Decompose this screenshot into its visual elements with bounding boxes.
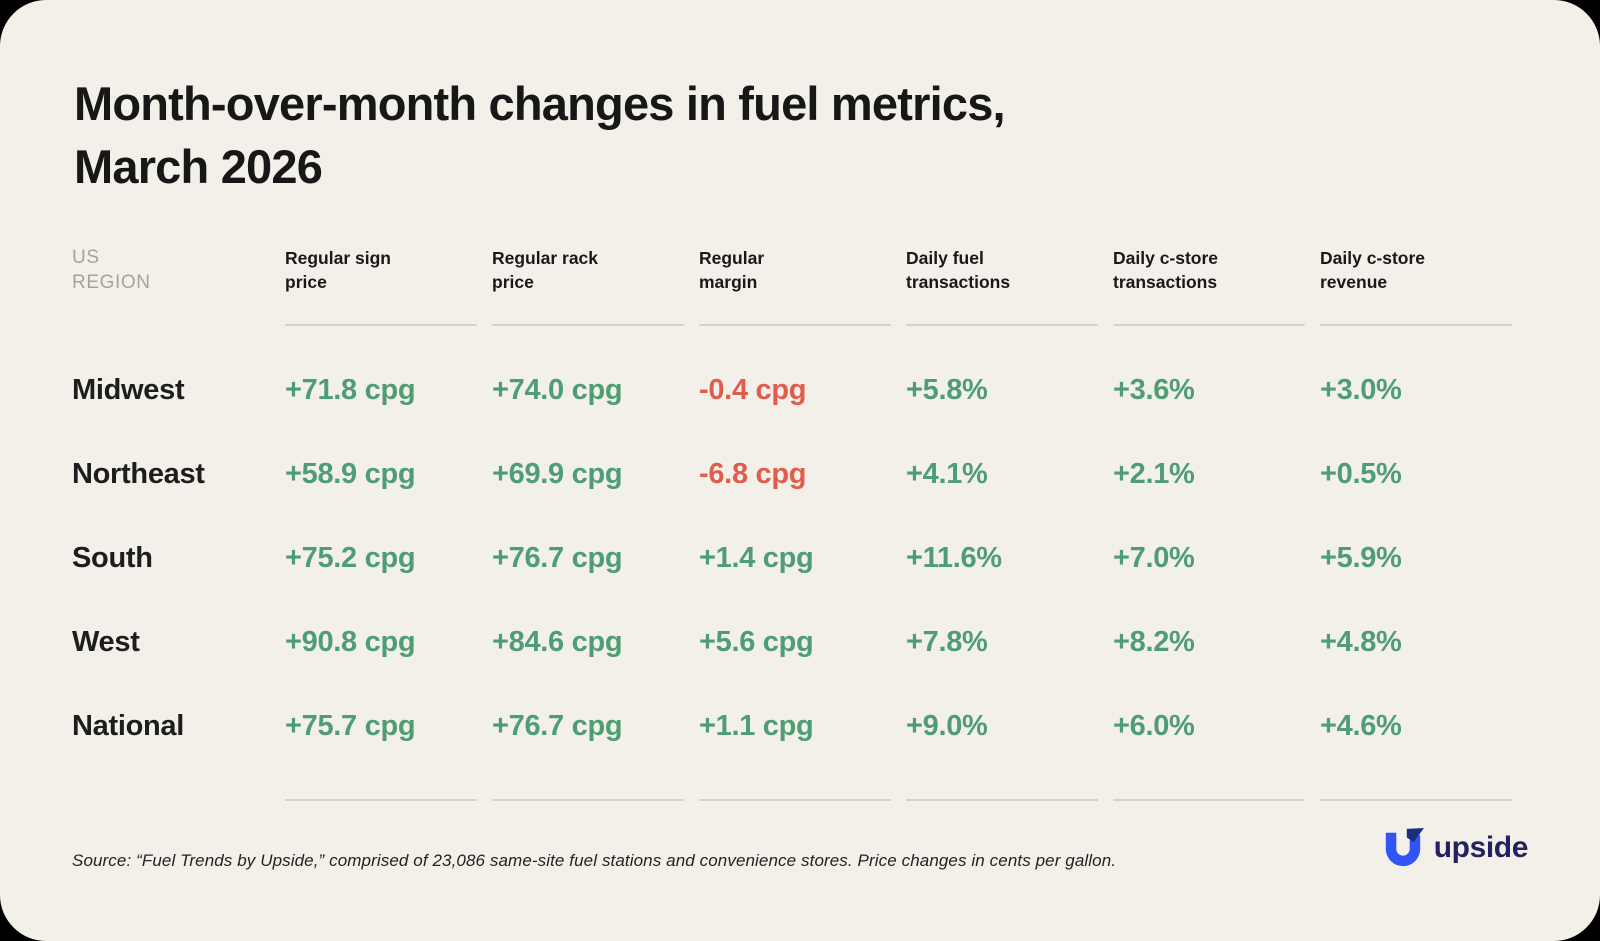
metric-value: +58.9 cpg xyxy=(285,457,416,490)
header-line: Regular sign xyxy=(285,248,391,268)
metric-value: +11.6% xyxy=(906,541,1002,574)
region-label: West xyxy=(72,625,140,658)
metric-value: +5.9% xyxy=(1320,541,1402,574)
region-label: South xyxy=(72,541,153,574)
footer-divider xyxy=(1113,799,1320,801)
header-line: Regular rack xyxy=(492,248,599,268)
metric-value: +4.6% xyxy=(1320,709,1402,742)
region-header-line2: REGION xyxy=(72,271,151,293)
table-row-west: West +90.8 cpg +84.6 cpg +5.6 cpg +7.8% … xyxy=(72,600,1534,684)
metric-value: -6.8 cpg xyxy=(699,457,807,490)
header-line: Daily c-store xyxy=(1113,248,1219,268)
header-line: revenue xyxy=(1320,272,1388,293)
header-line: Regular xyxy=(699,248,765,268)
footer-divider xyxy=(492,799,699,801)
header-divider xyxy=(1113,324,1320,326)
footer-divider-row xyxy=(72,799,1534,801)
metric-value: +7.8% xyxy=(906,625,988,658)
footer-divider xyxy=(1320,799,1534,801)
region-label: Midwest xyxy=(72,373,185,406)
header-line: margin xyxy=(699,272,758,293)
column-header-regular-sign-price: Regular sign price xyxy=(285,246,492,294)
header-line: price xyxy=(492,272,534,293)
metric-value: +69.9 cpg xyxy=(492,457,623,490)
table-header-row: US REGION Regular sign price Regular rac… xyxy=(72,246,1534,324)
metric-value: +4.8% xyxy=(1320,625,1402,658)
metric-value: +1.1 cpg xyxy=(699,709,814,742)
table-row-northeast: Northeast +58.9 cpg +69.9 cpg -6.8 cpg +… xyxy=(72,432,1534,516)
metric-value: +5.8% xyxy=(906,373,988,406)
region-label: Northeast xyxy=(72,457,205,490)
metric-value: +0.5% xyxy=(1320,457,1402,490)
page-title: Month-over-month changes in fuel metrics… xyxy=(74,72,1006,198)
source-note: Source: “Fuel Trends by Upside,” compris… xyxy=(72,851,1117,870)
metric-value: +7.0% xyxy=(1113,541,1195,574)
column-header-daily-cstore-transactions: Daily c-store transactions xyxy=(1113,246,1320,294)
header-divider xyxy=(699,324,906,326)
footer-divider xyxy=(699,799,906,801)
metric-value: +3.6% xyxy=(1113,373,1195,406)
table-row-national: National +75.7 cpg +76.7 cpg +1.1 cpg +9… xyxy=(72,684,1534,768)
metric-value: +84.6 cpg xyxy=(492,625,623,658)
title-line-1: Month-over-month changes in fuel metrics… xyxy=(74,77,1006,130)
column-header-daily-fuel-transactions: Daily fuel transactions xyxy=(906,246,1113,294)
header-divider xyxy=(906,324,1113,326)
column-header-regular-rack-price: Regular rack price xyxy=(492,246,699,294)
metric-value: +4.1% xyxy=(906,457,988,490)
metric-value: +75.7 cpg xyxy=(285,709,416,742)
metric-value: +8.2% xyxy=(1113,625,1195,658)
metric-value: +75.2 cpg xyxy=(285,541,416,574)
column-header-daily-cstore-revenue: Daily c-store revenue xyxy=(1320,246,1534,294)
header-divider xyxy=(492,324,699,326)
metric-value: +71.8 cpg xyxy=(285,373,416,406)
table-row-south: South +75.2 cpg +76.7 cpg +1.4 cpg +11.6… xyxy=(72,516,1534,600)
region-header-line1: US xyxy=(72,247,100,268)
column-header-regular-margin: Regular margin xyxy=(699,246,906,294)
upside-logo: upside xyxy=(1382,822,1528,874)
metric-value: +2.1% xyxy=(1113,457,1195,490)
upside-u-icon xyxy=(1382,827,1424,869)
header-line: transactions xyxy=(1113,272,1218,293)
footer-divider xyxy=(285,799,492,801)
header-line: price xyxy=(285,272,327,293)
metric-value: -0.4 cpg xyxy=(699,373,807,406)
metric-value: +5.6 cpg xyxy=(699,625,814,658)
region-label: National xyxy=(72,709,184,742)
header-divider xyxy=(285,324,492,326)
metric-value: +1.4 cpg xyxy=(699,541,814,574)
metric-value: +76.7 cpg xyxy=(492,709,623,742)
header-line: Daily fuel xyxy=(906,248,984,268)
column-header-us-region: US REGION xyxy=(72,246,285,295)
header-divider xyxy=(1320,324,1534,326)
table-row-midwest: Midwest +71.8 cpg +74.0 cpg -0.4 cpg +5.… xyxy=(72,348,1534,432)
fuel-metrics-table: US REGION Regular sign price Regular rac… xyxy=(72,246,1534,801)
metric-value: +90.8 cpg xyxy=(285,625,416,658)
header-line: Daily c-store xyxy=(1320,248,1426,268)
metric-value: +76.7 cpg xyxy=(492,541,623,574)
metric-value: +74.0 cpg xyxy=(492,373,623,406)
metric-value: +9.0% xyxy=(906,709,988,742)
header-divider-row xyxy=(72,324,1534,326)
header-line: transactions xyxy=(906,272,1011,293)
title-line-2: March 2026 xyxy=(74,140,323,193)
metric-value: +6.0% xyxy=(1113,709,1195,742)
footer-divider xyxy=(906,799,1113,801)
metric-value: +3.0% xyxy=(1320,373,1402,406)
upside-wordmark: upside xyxy=(1433,831,1529,864)
